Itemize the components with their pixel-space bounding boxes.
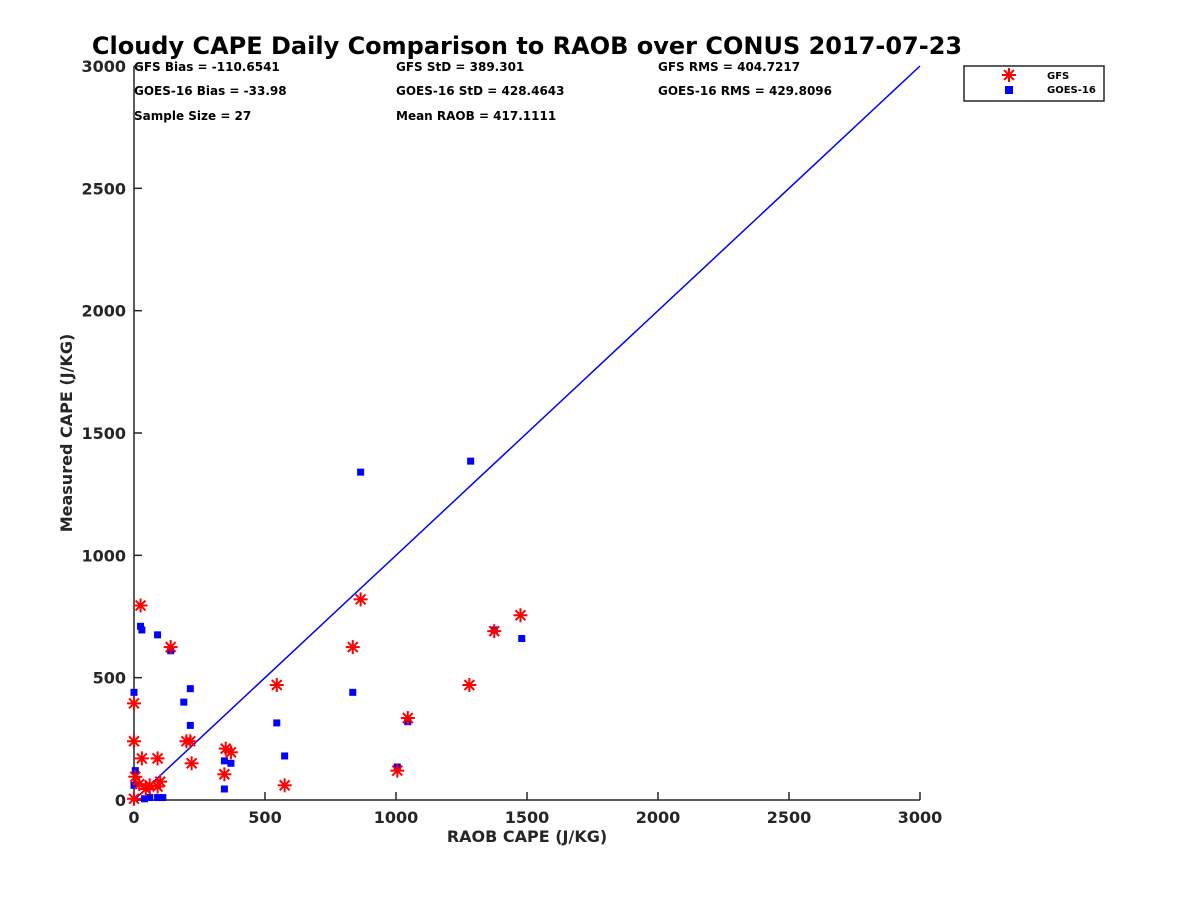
- x-tick-label: 3000: [898, 808, 943, 827]
- goes16-point: [281, 752, 289, 760]
- goes16-point: [518, 635, 526, 643]
- y-tick-label: 2000: [81, 302, 126, 321]
- goes16-point: [146, 794, 154, 802]
- gfs-point: [277, 778, 292, 793]
- goes16-point: [227, 759, 235, 767]
- x-axis-label: RAOB CAPE (J/KG): [447, 827, 607, 846]
- goes16-point: [186, 721, 194, 729]
- gfs-point: [127, 734, 141, 749]
- x-tick-label: 1500: [505, 808, 550, 827]
- y-axis-label: Measured CAPE (J/KG): [57, 334, 76, 533]
- goes16-point: [273, 719, 281, 727]
- stat-annotation: GOES-16 StD = 428.4643: [396, 84, 565, 98]
- stat-annotation: GFS Bias = -110.6541: [134, 60, 280, 74]
- goes16-point: [130, 688, 138, 696]
- gfs-point: [134, 751, 149, 766]
- x-tick-label: 2500: [767, 808, 812, 827]
- stat-annotation: Sample Size = 27: [134, 109, 251, 123]
- statistics-annotations: GFS Bias = -110.6541 GFS StD = 389.301 GFS…: [134, 60, 832, 123]
- goes16-point: [467, 457, 475, 465]
- goes16-point: [220, 757, 228, 765]
- gfs-point: [184, 756, 199, 771]
- y-tick-label: 500: [93, 669, 126, 688]
- gfs-point: [353, 592, 368, 607]
- gfs-point: [163, 640, 178, 655]
- y-tick-label: 0: [115, 791, 126, 810]
- one-to-one-reference-line: [133, 65, 921, 801]
- stat-annotation: GOES-16 RMS = 429.8096: [658, 84, 832, 98]
- goes16-point: [180, 698, 188, 706]
- gfs-point: [127, 696, 141, 711]
- gfs-point: [269, 678, 284, 693]
- stat-annotation: GFS RMS = 404.7217: [658, 60, 800, 74]
- legend-gfs-asterisk-marker: [1002, 68, 1016, 82]
- gfs-point: [153, 774, 168, 789]
- goes16-point: [154, 631, 162, 639]
- legend-goes16-square-marker: [1005, 86, 1013, 94]
- gfs-point: [133, 598, 148, 613]
- legend-box: [963, 65, 1105, 102]
- gfs-point: [217, 767, 232, 782]
- legend-gfs-label: GFS: [1047, 71, 1069, 82]
- y-tick-label: 1000: [81, 546, 126, 565]
- gfs-point: [400, 711, 415, 726]
- y-axis-ticks: 0 500 1000 1500 2000 2500 3000: [81, 57, 142, 810]
- x-tick-label: 1000: [374, 808, 419, 827]
- goes16-point: [357, 468, 365, 476]
- goes16-point: [137, 622, 145, 630]
- gfs-point: [127, 791, 141, 806]
- goes16-point: [186, 685, 194, 693]
- gfs-point: [345, 640, 360, 655]
- x-tick-label: 500: [248, 808, 281, 827]
- goes16-point: [159, 794, 167, 802]
- y-tick-label: 3000: [81, 57, 126, 76]
- y-tick-label: 2500: [81, 179, 126, 198]
- legend-gfs-asterisk: [1002, 68, 1016, 82]
- x-tick-label: 0: [128, 808, 139, 827]
- gfs-point: [150, 751, 165, 766]
- goes16-point: [138, 626, 146, 634]
- gfs-point: [223, 745, 238, 760]
- goes16-point: [140, 795, 148, 803]
- goes16-point: [349, 688, 357, 696]
- chart-title: Cloudy CAPE Daily Comparison to RAOB ove…: [92, 32, 962, 60]
- legend-goes16-label: GOES-16: [1047, 85, 1096, 96]
- stat-annotation: Mean RAOB = 417.1111: [396, 109, 556, 123]
- plot-area: [127, 65, 921, 806]
- x-axis-ticks: 0 500 1000 1500 2000 2500 3000: [128, 792, 942, 827]
- x-tick-label: 2000: [636, 808, 681, 827]
- stat-annotation: GOES-16 Bias = -33.98: [134, 84, 287, 98]
- gfs-point: [462, 678, 477, 693]
- stat-annotation: GFS StD = 389.301: [396, 60, 524, 74]
- gfs-point: [390, 763, 405, 778]
- goes16-point: [130, 781, 138, 789]
- legend: GFS GOES-16: [963, 65, 1105, 102]
- gfs-point: [487, 624, 502, 639]
- gfs-point: [183, 734, 198, 749]
- goes16-point: [220, 785, 228, 793]
- y-tick-label: 1500: [81, 424, 126, 443]
- goes16-point: [154, 794, 162, 802]
- gfs-point: [513, 608, 528, 623]
